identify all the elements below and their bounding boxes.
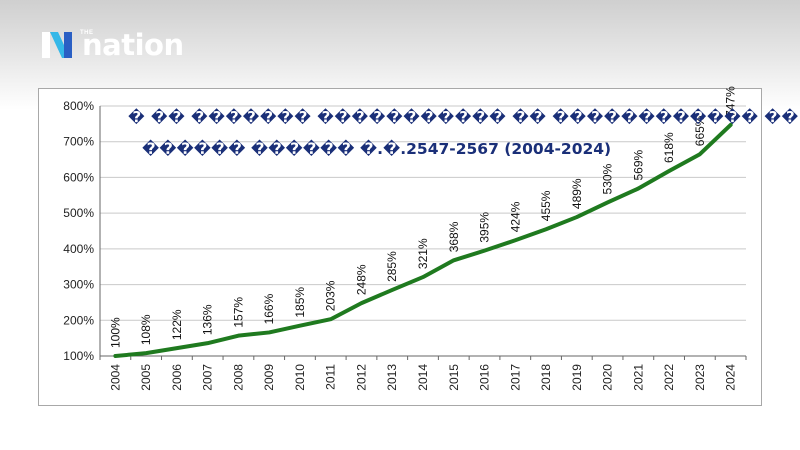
x-tick-label: 2004	[108, 364, 122, 391]
data-label: 166%	[262, 293, 276, 324]
data-label: 455%	[539, 190, 553, 221]
data-label: 122%	[170, 309, 184, 340]
data-label: 100%	[108, 317, 122, 348]
x-tick-label: 2011	[324, 364, 338, 390]
data-label: 424%	[508, 201, 522, 232]
axes	[99, 106, 747, 360]
data-label: 569%	[631, 149, 645, 180]
data-label: 489%	[570, 178, 584, 209]
data-label: 203%	[324, 280, 338, 311]
y-tick-label: 700%	[63, 135, 94, 149]
x-tick-label: 2021	[631, 364, 645, 391]
x-tick-labels: 2004 2005 2006 2007 2008 2009 2010 2011 2012 2013…	[108, 364, 737, 391]
data-label: 530%	[601, 163, 615, 194]
data-label: 618%	[662, 132, 676, 163]
y-tick-label: 600%	[63, 170, 94, 184]
data-label: 248%	[354, 264, 368, 295]
data-label: 157%	[231, 297, 245, 328]
x-tick-label: 2020	[601, 364, 615, 391]
brand-small-text: THE	[80, 30, 94, 36]
x-tick-label: 2016	[478, 364, 492, 391]
data-label: 368%	[447, 221, 461, 252]
x-tick-label: 2005	[139, 364, 153, 391]
y-tick-labels: 100% 200% 300% 400% 500% 600% 700% 800%	[63, 99, 94, 363]
x-tick-label: 2007	[201, 364, 215, 391]
nation-n-icon	[42, 32, 72, 58]
data-label: 321%	[416, 238, 430, 269]
x-tick-label: 2006	[170, 364, 184, 391]
y-tick-label: 200%	[63, 313, 94, 327]
x-tick-label: 2023	[693, 364, 707, 391]
data-label: 185%	[293, 287, 307, 318]
y-tick-label: 800%	[63, 99, 94, 113]
x-tick-label: 2019	[570, 364, 584, 391]
x-tick-label: 2009	[262, 364, 276, 391]
x-tick-label: 2014	[416, 364, 430, 391]
data-labels: 100% 108% 122% 136% 157% 166% 185% 203% 248% 285%…	[108, 86, 737, 348]
chart-title-line-2: ������ ������ �.�.2547-2567 (2004-2024)	[142, 140, 612, 158]
data-label: 395%	[478, 212, 492, 243]
x-tick-label: 2017	[508, 364, 522, 391]
x-tick-label: 2024	[724, 364, 738, 391]
series	[113, 122, 733, 358]
brand-logo: THE nation	[40, 28, 184, 62]
x-tick-label: 2018	[539, 364, 553, 391]
x-tick-label: 2015	[447, 364, 461, 391]
chart-title-line-1: � �� ������� ����������� �� ������������…	[128, 108, 800, 126]
data-label: 108%	[139, 314, 153, 345]
data-label: 136%	[201, 304, 215, 335]
data-label: 285%	[385, 251, 399, 282]
x-tick-label: 2012	[354, 364, 368, 391]
y-tick-label: 100%	[63, 349, 94, 363]
data-label: 665%	[693, 115, 707, 146]
brand-name: nation	[82, 28, 184, 62]
x-tick-label: 2022	[662, 364, 676, 391]
x-tick-label: 2010	[293, 364, 307, 391]
x-tick-label: 2013	[385, 364, 399, 391]
y-tick-label: 300%	[63, 278, 94, 292]
y-tick-label: 400%	[63, 242, 94, 256]
gridlines	[100, 105, 746, 321]
y-tick-label: 500%	[63, 206, 94, 220]
data-label: 747%	[724, 86, 738, 117]
x-tick-label: 2008	[231, 364, 245, 391]
